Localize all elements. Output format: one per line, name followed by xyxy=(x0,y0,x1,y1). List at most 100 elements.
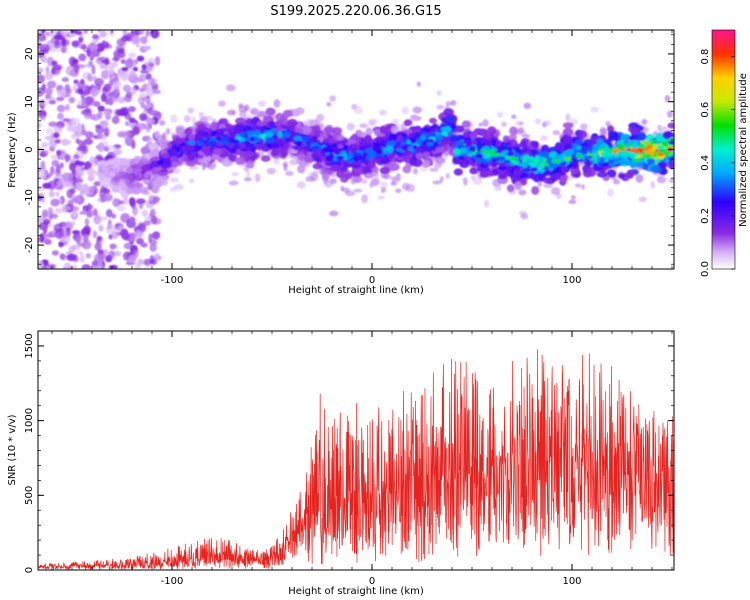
spectrogram-cell xyxy=(45,127,54,135)
spectrogram-cell xyxy=(405,183,416,193)
spectrogram-cell xyxy=(142,45,152,51)
spectrogram-cell xyxy=(141,64,147,70)
spectrogram-y-ticks: -20 -10 0 10 20 xyxy=(24,34,674,265)
spectrogram-cell xyxy=(189,165,199,170)
spectrogram-cell xyxy=(211,154,220,161)
spectrogram-cell xyxy=(82,205,90,212)
spectrogram-cell xyxy=(45,66,50,74)
spectrogram-cell xyxy=(607,142,614,148)
spectrogram-cell xyxy=(51,250,59,256)
spectrogram-cell xyxy=(498,158,505,164)
spectrogram-cell xyxy=(636,161,644,168)
colorbar-tick-label: 0.6 xyxy=(700,102,711,118)
spectrogram-cell xyxy=(552,130,561,136)
spectrogram-cell xyxy=(51,30,58,34)
spectrogram-cell xyxy=(90,87,98,98)
spectrogram-cell xyxy=(622,144,630,149)
spectrogram-cell xyxy=(666,110,673,118)
spectrogram-cell xyxy=(191,116,196,123)
spectrogram-cell xyxy=(144,152,151,159)
spectrogram-cell xyxy=(51,159,60,167)
spectrogram-cell xyxy=(543,177,553,184)
spectrogram-cell xyxy=(87,42,98,52)
spectrogram-cell xyxy=(638,196,647,203)
spectrogram-cell xyxy=(265,132,273,138)
spectrogram-cell xyxy=(450,124,456,131)
x-tick-label: 0 xyxy=(369,275,375,286)
spectrogram-cell xyxy=(112,81,122,89)
spectrogram-cell xyxy=(273,157,280,165)
spectrogram-cell xyxy=(103,126,110,137)
spectrogram-cell xyxy=(92,230,98,239)
spectrogram-cell xyxy=(131,35,142,44)
spectrogram-cell xyxy=(50,67,61,76)
spectrogram-cell xyxy=(84,161,92,170)
spectrogram-cell xyxy=(120,228,129,238)
spectrogram-cell xyxy=(368,118,378,125)
colorbar-tick-label: 0.4 xyxy=(700,155,711,171)
spectrogram-cell xyxy=(67,172,74,180)
spectrogram-cell xyxy=(79,210,89,215)
spectrogram-cell xyxy=(99,119,109,128)
spectrogram-cell xyxy=(336,170,345,179)
spectrogram-cell xyxy=(96,235,102,241)
spectrogram-cell xyxy=(53,40,62,49)
spectrogram-cell xyxy=(445,101,453,106)
spectrogram-cell xyxy=(219,139,229,145)
spectrogram-cell xyxy=(46,80,57,89)
spectrogram-cell xyxy=(38,42,43,49)
spectrogram-cell xyxy=(323,127,334,134)
spectrogram-cell xyxy=(106,144,116,151)
spectrogram-cell xyxy=(65,104,70,111)
spectrogram-cell xyxy=(312,170,319,177)
spectrogram-cell xyxy=(519,141,528,149)
spectrogram-cell xyxy=(118,181,126,188)
spectrogram-cell xyxy=(125,167,134,174)
spectrogram-cell xyxy=(261,146,270,152)
snr-chart: -100 0 100 0 500 1000 1500 Height of straight… xyxy=(7,330,675,597)
spectrogram-cell xyxy=(415,152,424,160)
spectrogram-cell xyxy=(59,162,64,169)
spectrogram-cell xyxy=(93,101,101,107)
spectrogram-cell xyxy=(521,162,528,169)
spectrogram-cell xyxy=(139,113,148,122)
spectrogram-cell xyxy=(360,178,368,184)
spectrogram-cell xyxy=(461,177,468,182)
spectrogram-cell xyxy=(101,165,110,173)
spectrogram-cell xyxy=(613,166,619,171)
spectrogram-cell xyxy=(271,141,279,149)
spectrogram-cell xyxy=(153,252,161,261)
spectrogram-cell xyxy=(254,173,261,183)
spectrogram-cell xyxy=(506,151,515,157)
spectrogram-cell xyxy=(53,223,63,233)
spectrogram-cell xyxy=(97,110,103,119)
spectrogram-cell xyxy=(75,138,80,144)
spectrogram-cell xyxy=(364,148,373,154)
spectrogram-cell xyxy=(511,160,520,165)
spectrogram-cell xyxy=(139,186,149,195)
y-tick-label: 20 xyxy=(24,48,35,61)
spectrogram-cell xyxy=(97,142,106,153)
spectrogram-cell xyxy=(56,104,66,113)
spectrogram-cell xyxy=(51,60,58,67)
y-tick-label: 1000 xyxy=(24,408,35,433)
spectrogram-cell xyxy=(560,174,568,183)
spectrogram-cell xyxy=(125,91,133,99)
spectrogram-cell xyxy=(109,61,119,68)
spectrogram-cell xyxy=(103,83,112,93)
spectrogram-cell xyxy=(422,160,431,168)
colorbar-label: Normalized spectral amplitude xyxy=(738,73,749,227)
spectrogram-cell xyxy=(142,166,151,172)
spectrogram-cell xyxy=(119,107,129,117)
spectrogram-cell xyxy=(130,232,137,243)
spectrogram-cell xyxy=(234,126,244,134)
spectrogram-cell xyxy=(117,50,126,59)
spectrogram-cell xyxy=(482,145,490,151)
spectrogram-cell xyxy=(607,125,615,133)
spectrogram-cell xyxy=(81,264,92,269)
spectrogram-cell xyxy=(297,152,305,161)
spectrogram-cell xyxy=(329,95,337,102)
spectrogram-cell xyxy=(521,147,529,153)
spectrogram-cell xyxy=(553,145,563,152)
spectrogram-cell xyxy=(435,134,444,140)
